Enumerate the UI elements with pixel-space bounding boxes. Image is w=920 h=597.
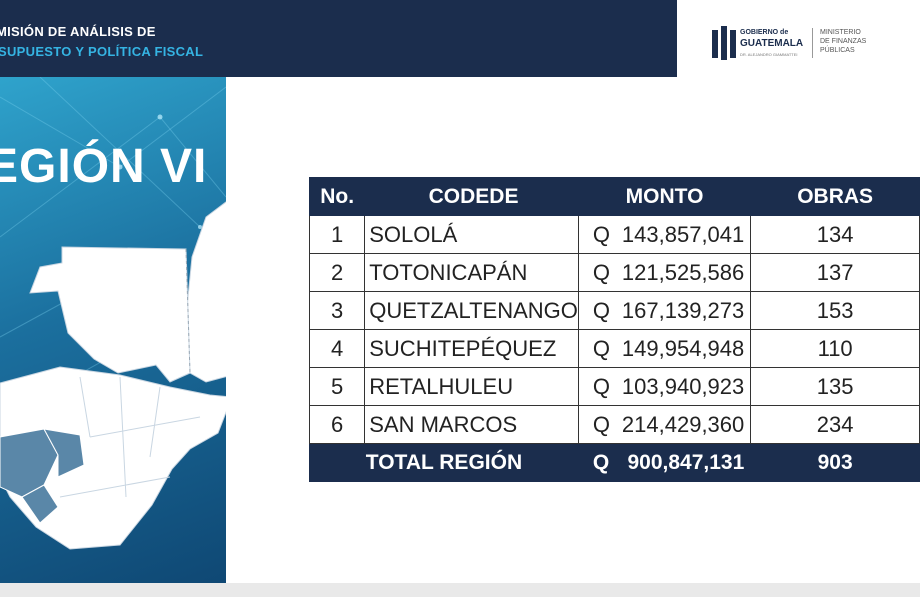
monto-cell: Q 214,429,360 (577, 405, 752, 444)
codede-name: QUETZALTENANGO (364, 291, 579, 330)
header-title-line2: SUPUESTO Y POLÍTICA FISCAL (0, 44, 204, 59)
currency-symbol: Q (592, 221, 610, 247)
header-no: No. (308, 177, 366, 216)
total-monto-amount: 900,847,131 (627, 450, 745, 474)
header-monto: MONTO (577, 177, 752, 216)
total-currency: Q (592, 450, 610, 474)
monto-value: Q 214,429,360 (579, 412, 750, 438)
table-row: 6 SAN MARCOS Q 214,429,360 234 (308, 405, 920, 444)
ministry-name: MINISTERIO DE FINANZAS PÚBLICAS (820, 28, 866, 55)
logo-gobierno-text: GOBIERNO de (740, 29, 789, 36)
table-row: 5 RETALHULEU Q 103,940,923 135 (308, 367, 920, 406)
ministry-line1: MINISTERIO (820, 29, 861, 36)
currency-symbol: Q (592, 259, 610, 285)
monto-cell: Q 167,139,273 (577, 291, 752, 330)
total-monto-cell: Q 900,847,131 (577, 443, 752, 482)
monto-cell: Q 149,954,948 (577, 329, 752, 368)
total-label: TOTAL REGIÓN (309, 443, 579, 482)
currency-symbol: Q (592, 411, 610, 437)
codede-name: SAN MARCOS (364, 405, 579, 444)
table-row: 3 QUETZALTENANGO Q 167,139,273 153 (308, 291, 920, 330)
row-number: 2 (308, 253, 366, 292)
total-obras: 903 (750, 443, 920, 482)
region-title: EGIÓN VI (0, 140, 208, 193)
obras-count: 135 (750, 367, 920, 406)
currency-symbol: Q (592, 297, 610, 323)
monto-cell: Q 103,940,923 (577, 367, 752, 406)
monto-amount: 143,857,041 (621, 221, 745, 247)
codede-table: No. CODEDE MONTO OBRAS 1 SOLOLÁ Q 143,857,0… (308, 177, 920, 482)
header-codede: CODEDE (364, 177, 579, 216)
monto-cell: Q 121,525,586 (577, 253, 752, 292)
currency-symbol: Q (592, 373, 610, 399)
table-header-row: No. CODEDE MONTO OBRAS (308, 177, 920, 216)
header-title-line1: MISIÓN DE ANÁLISIS DE (0, 24, 156, 39)
codede-name: TOTONICAPÁN (364, 253, 579, 292)
table-row: 4 SUCHITEPÉQUEZ Q 149,954,948 110 (308, 329, 920, 368)
codede-name: SOLOLÁ (364, 215, 579, 254)
obras-count: 137 (750, 253, 920, 292)
bottom-bar (0, 583, 920, 597)
obras-count: 110 (750, 329, 920, 368)
monto-value: Q 167,139,273 (579, 298, 750, 324)
ministry-line3: PÚBLICAS (820, 47, 855, 54)
monto-value: Q 143,857,041 (579, 222, 750, 248)
obras-count: 234 (750, 405, 920, 444)
monto-amount: 167,139,273 (621, 297, 745, 323)
monto-amount: 149,954,948 (621, 335, 745, 361)
monto-amount: 121,525,586 (621, 259, 745, 285)
obras-count: 134 (750, 215, 920, 254)
row-number: 6 (308, 405, 366, 444)
monto-value: Q 121,525,586 (579, 260, 750, 286)
ministry-line2: DE FINANZAS (820, 38, 867, 45)
codede-name: SUCHITEPÉQUEZ (364, 329, 579, 368)
logo-guatemala-text: GUATEMALA (740, 38, 804, 49)
monto-value: Q 149,954,948 (579, 336, 750, 362)
header-obras: OBRAS (750, 177, 920, 216)
row-number: 1 (308, 215, 366, 254)
logo-tagline: DR. ALEJANDRO GIAMMATTEI (740, 52, 798, 57)
table-row: 2 TOTONICAPÁN Q 121,525,586 137 (308, 253, 920, 292)
monto-value: Q 103,940,923 (579, 374, 750, 400)
logo-divider (812, 28, 813, 58)
table-row: 1 SOLOLÁ Q 143,857,041 134 (308, 215, 920, 254)
region-panel: EGIÓN VI (0, 77, 226, 583)
government-logo: GOBIERNO de GUATEMALA DR. ALEJANDRO GIAM… (710, 22, 900, 64)
row-number: 4 (308, 329, 366, 368)
codede-name: RETALHULEU (364, 367, 579, 406)
total-row: TOTAL REGIÓN Q 900,847,131 903 (309, 443, 920, 482)
header-bar: MISIÓN DE ANÁLISIS DE SUPUESTO Y POLÍTIC… (0, 0, 677, 77)
row-number: 3 (308, 291, 366, 330)
currency-symbol: Q (592, 335, 610, 361)
row-number: 5 (308, 367, 366, 406)
monto-amount: 214,429,360 (621, 411, 745, 437)
obras-count: 153 (750, 291, 920, 330)
total-monto-value: Q 900,847,131 (579, 451, 750, 475)
monto-cell: Q 143,857,041 (577, 215, 752, 254)
guatemala-flag-bars-icon (712, 26, 736, 60)
guatemala-map (0, 201, 226, 550)
monto-amount: 103,940,923 (621, 373, 745, 399)
